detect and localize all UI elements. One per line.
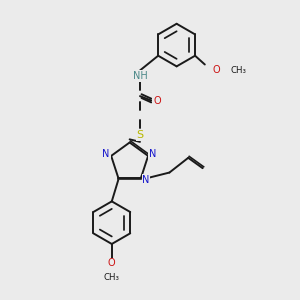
- Text: N: N: [142, 175, 150, 185]
- Text: O: O: [108, 258, 116, 268]
- Text: O: O: [153, 95, 161, 106]
- Text: NH: NH: [133, 71, 147, 81]
- Text: S: S: [136, 130, 143, 140]
- Text: CH₃: CH₃: [104, 273, 120, 282]
- Text: N: N: [149, 149, 156, 159]
- Text: CH₃: CH₃: [230, 66, 247, 75]
- Text: N: N: [103, 149, 110, 159]
- Text: O: O: [213, 65, 220, 75]
